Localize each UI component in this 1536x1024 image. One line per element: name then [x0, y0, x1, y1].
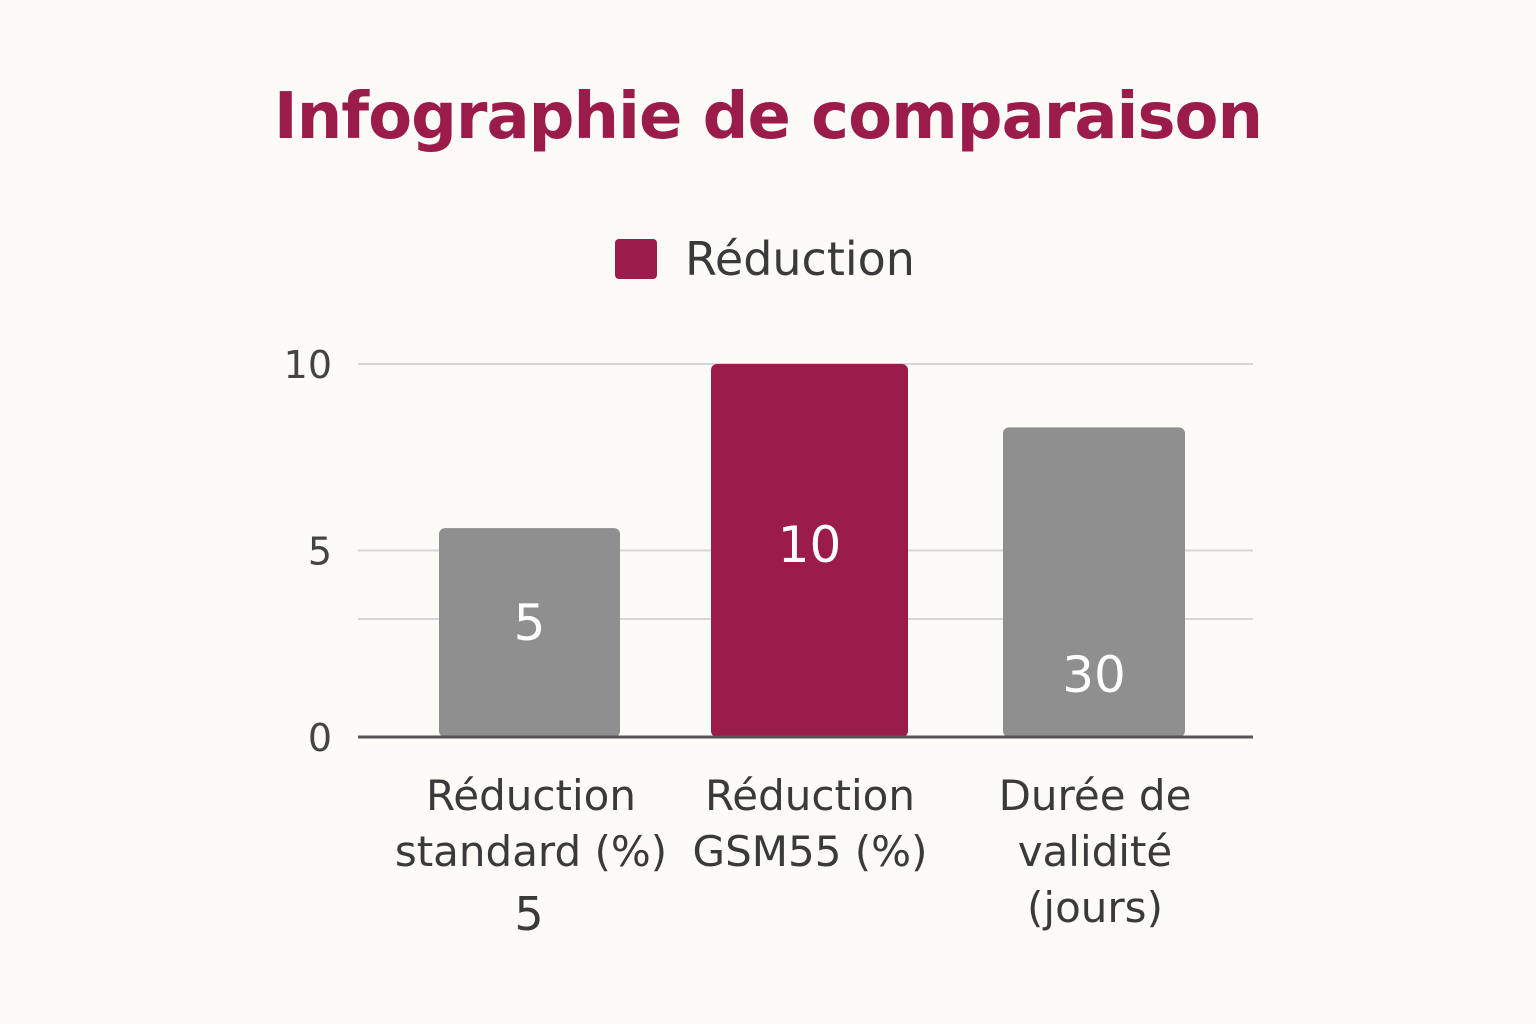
bar [439, 528, 620, 737]
bar [711, 364, 908, 737]
bar-value-label: 10 [778, 516, 842, 574]
x-tick-label: Durée de validité (jours) [998, 771, 1192, 932]
x-tick-label: Réduction standard (%) [394, 771, 668, 876]
extra-value-label: 5 [514, 887, 544, 941]
bar-value-label: 30 [1062, 646, 1126, 704]
legend-label: Réduction [685, 232, 915, 286]
y-tick-label: 5 [308, 530, 332, 574]
legend-swatch [615, 239, 657, 279]
y-tick-label: 10 [284, 343, 332, 387]
y-tick-label: 0 [308, 716, 332, 760]
legend: Réduction [615, 232, 915, 286]
bar-value-label: 5 [514, 594, 546, 652]
x-tick-label: Réduction GSM55 (%) [692, 771, 928, 876]
bar [1003, 427, 1185, 737]
chart-title: Infographie de comparaison [273, 80, 1263, 154]
